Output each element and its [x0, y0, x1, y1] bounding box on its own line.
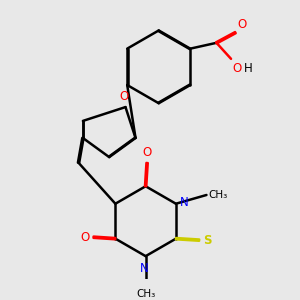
- Text: O: O: [238, 18, 247, 31]
- Text: O: O: [119, 90, 129, 103]
- Text: O: O: [232, 62, 242, 75]
- Text: O: O: [81, 231, 90, 244]
- Text: CH₃: CH₃: [209, 190, 228, 200]
- Text: N: N: [179, 196, 188, 209]
- Text: S: S: [203, 234, 211, 247]
- Text: O: O: [142, 146, 152, 159]
- Text: H: H: [244, 62, 253, 75]
- Text: CH₃: CH₃: [136, 289, 155, 299]
- Text: N: N: [140, 262, 148, 275]
